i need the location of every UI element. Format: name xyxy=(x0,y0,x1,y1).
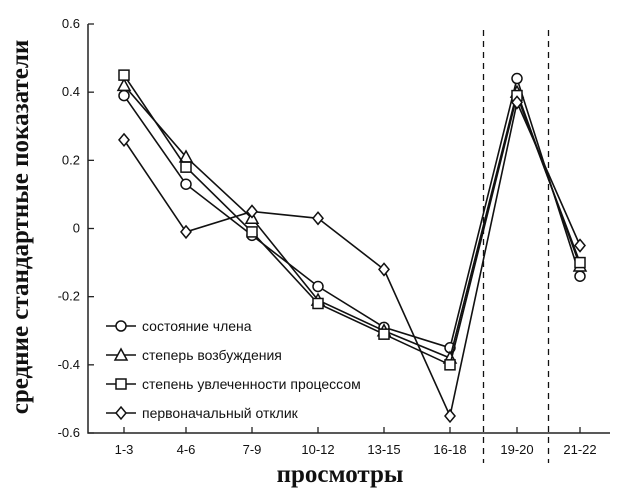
legend-label: первоначальный отклик xyxy=(142,405,299,421)
legend-label: степень увлеченности процессом xyxy=(142,376,361,392)
series-layer xyxy=(116,69,588,424)
legend-item: степерь возбуждения xyxy=(106,347,282,363)
legend-label: степерь возбуждения xyxy=(142,347,282,363)
data-point-triangle xyxy=(116,77,132,92)
data-point-square xyxy=(118,69,130,81)
legend-label: состояние члена xyxy=(142,318,252,334)
data-point-diamond xyxy=(444,408,456,424)
y-tick-label: 0 xyxy=(73,221,80,236)
series-line xyxy=(123,99,581,419)
x-axis-label: просмотры xyxy=(277,461,404,488)
legend-item: степень увлеченности процессом xyxy=(106,376,361,392)
data-point-circle xyxy=(511,72,523,85)
data-point-diamond xyxy=(118,132,130,148)
data-point-square xyxy=(246,226,258,238)
series-line xyxy=(123,74,581,366)
data-point-square xyxy=(378,328,390,340)
y-tick-label: -0.2 xyxy=(58,289,80,304)
data-point-diamond xyxy=(574,238,586,253)
x-tick-label: 21-22 xyxy=(563,442,596,457)
legend-item: первоначальный отклик xyxy=(106,405,299,421)
x-tick-label: 10-12 xyxy=(301,442,334,457)
data-point-square xyxy=(180,161,192,173)
y-tick-label: 0.4 xyxy=(62,84,80,99)
data-point-square xyxy=(444,359,456,371)
x-tick-label: 4-6 xyxy=(177,442,196,457)
data-point-circle xyxy=(118,89,130,102)
data-point-diamond xyxy=(511,95,523,110)
x-tick-label: 19-20 xyxy=(500,442,533,457)
data-point-diamond xyxy=(180,224,192,240)
series-circle xyxy=(118,72,586,354)
x-tick-label: 16-18 xyxy=(433,442,466,457)
legend-marker-square xyxy=(115,378,127,390)
data-point-square xyxy=(574,256,586,269)
x-tick-label: 1-3 xyxy=(115,442,134,457)
data-point-circle xyxy=(574,270,586,282)
series-line xyxy=(123,84,581,360)
axes: 0.6 0.4 0.2 0 -0.2 -0.4 -0.6 1-3 4-6 7-9 10-12 13-1… xyxy=(58,16,610,457)
series-diamond xyxy=(118,95,586,424)
y-tick-label: 0.6 xyxy=(62,16,80,31)
legend-marker-circle xyxy=(115,320,127,332)
legend-marker-triangle xyxy=(113,347,129,361)
y-axis-label: средние стандартные показатели xyxy=(7,40,34,415)
data-point-circle xyxy=(180,178,192,190)
y-tick-label: -0.4 xyxy=(58,357,80,372)
data-point-square xyxy=(312,297,324,310)
data-point-diamond xyxy=(378,262,390,277)
series-line xyxy=(123,75,581,349)
x-tick-label: 13-15 xyxy=(367,442,400,457)
data-point-circle xyxy=(312,280,324,293)
y-tick-label: 0.2 xyxy=(62,152,80,167)
legend: состояние члена степерь возбуждения степен… xyxy=(106,318,361,421)
legend-item: состояние члена xyxy=(106,318,252,334)
axis-frame xyxy=(87,24,610,434)
legend-marker-diamond xyxy=(115,405,127,421)
y-tick-label: -0.6 xyxy=(58,425,80,440)
data-point-diamond xyxy=(312,211,324,226)
data-point-diamond xyxy=(246,204,258,219)
x-tick-label: 7-9 xyxy=(243,442,262,457)
